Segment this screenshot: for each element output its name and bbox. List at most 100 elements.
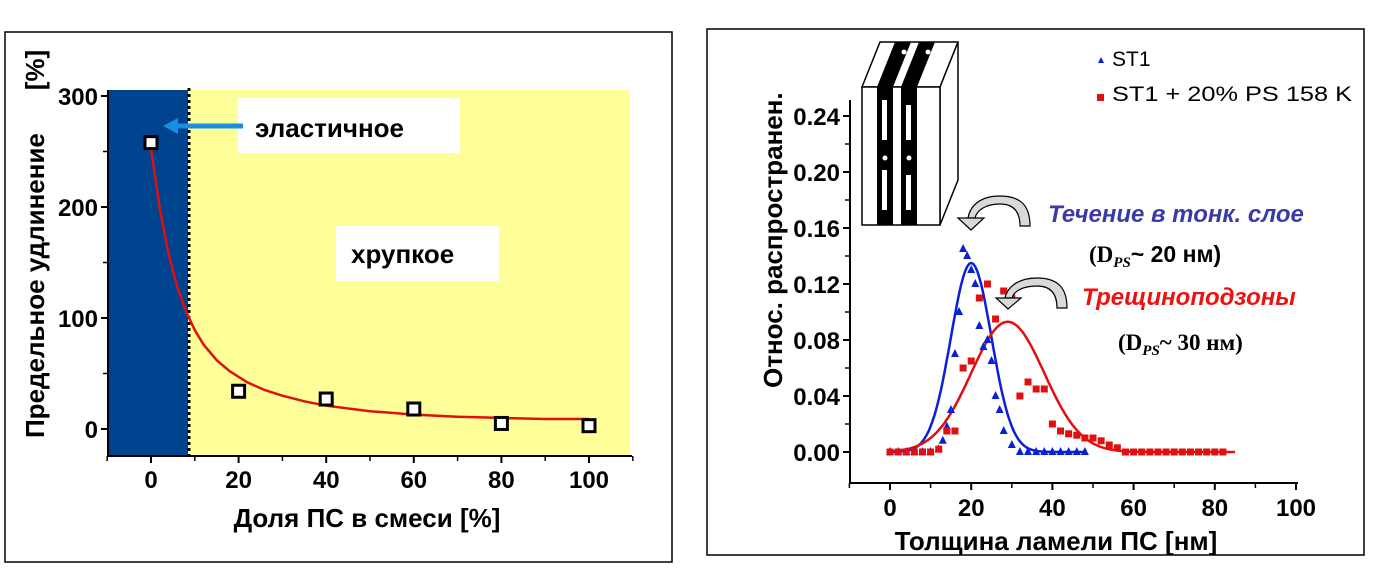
st1-point [946,405,955,413]
st1-ps-point [1097,437,1105,445]
st1-ps-point [1154,448,1162,456]
data-point [231,383,247,399]
x-tick-label: 60 [1120,495,1147,522]
data-point [406,401,422,417]
st1-point [1072,447,1081,455]
st1-ps-point [1162,448,1170,456]
st1-point [991,391,1000,399]
st1-ps-point [1170,448,1178,456]
st1-ps-point [1081,434,1089,442]
st1-point [959,244,968,252]
st1-ps-point [1121,448,1129,456]
legend-label-st1: ST1 [1112,48,1151,71]
st1-ps-point [894,448,902,456]
st1-ps-point [910,448,918,456]
x-tick-label: 40 [1039,495,1066,522]
data-point [143,135,159,151]
x-tick-label: 80 [488,467,515,494]
st1-point [979,342,988,350]
craze-label: Трещиноподзоны [1082,284,1296,311]
right-data-points [886,244,1227,456]
st1-ps-point [1219,448,1227,456]
legend-marker-st1 [1098,57,1104,63]
st1-ps-point [1186,448,1194,456]
st1-ps-point [1195,448,1203,456]
st1-ps-point [1211,448,1219,456]
legend-label-st1-ps: ST1 + 20% PS 158 K [1112,83,1352,106]
st1-ps-point [1016,392,1024,400]
right-ticks [843,115,1297,490]
st1-point [950,349,959,357]
st1-ps-point [1065,430,1073,438]
st1-ps-point [1203,448,1211,456]
st1-point [999,426,1008,434]
st1-point [938,435,947,444]
x-tick-label: 0 [883,495,896,522]
legend: ST1 ST1 + 20% PS 158 K [1097,48,1352,106]
st1-ps-point [1178,448,1186,456]
st1-ps-point [1032,385,1040,393]
st1-ps-point [918,448,926,456]
right-axes [849,100,1298,484]
st1-ps-point [1040,385,1048,393]
st1-point [955,307,964,315]
st1-ps-point [1073,431,1081,439]
y-tick-label: 0.12 [793,272,840,299]
st1-ps-point [1057,427,1065,435]
left-data-points [143,135,597,434]
st1-point [1040,447,1049,455]
st1-ps-point [951,427,959,435]
st1-point [1032,447,1041,455]
st1-ps-point [935,445,943,453]
left-y-axis-label: Предельное удлинение [20,133,50,438]
st1-ps-point [959,364,967,372]
st1-ps-point [975,294,983,302]
y-tick-label: 0.24 [793,104,840,131]
x-tick-label: 20 [225,467,252,494]
x-tick-label: 0 [144,467,157,494]
st1-ps-point [886,448,894,456]
st1-ps-point [967,357,975,365]
y-tick-label: 0.08 [793,328,840,355]
st1-point [983,335,992,343]
st1-point [987,356,996,364]
left-tick-labels: 0 20 40 60 80 100 0 100 200 300 [58,84,609,494]
data-point [493,415,509,431]
st1-point [995,405,1004,413]
flow-d-label: (DPS~ 20 нм) [1089,241,1221,271]
y-tick-label: 0.16 [793,216,840,243]
st1-point [971,279,980,287]
y-tick-label: 0.04 [793,384,840,411]
data-point [581,418,597,434]
st1-point [1080,447,1089,455]
st1-ps-point [902,448,910,456]
brittle-label-box [336,226,499,281]
left-y-axis-unit: [%] [20,50,50,90]
st1-point [963,251,972,259]
x-tick-label: 80 [1201,495,1228,522]
st1-ps-point [927,448,935,456]
flow-label: Течение в тонк. слое [1048,201,1304,228]
left-x-axis-label: Доля ПС в смеси [%] [234,503,501,533]
st1-ps-point [1113,444,1121,452]
elastic-arrow [163,118,243,134]
y-tick-label: 0.00 [793,440,840,467]
st1-point [1024,447,1033,455]
st1-point [1015,447,1024,455]
st1-point [1056,447,1065,455]
st1-ps-point [943,427,951,435]
craze-curved-arrow [994,277,1068,310]
y-tick-label: 300 [58,84,98,111]
st1-ps-point [1000,287,1008,295]
st1-ps-point [1138,448,1146,456]
x-tick-label: 100 [1276,495,1316,522]
left-ticks [101,95,634,463]
y-tick-label: 0 [85,417,98,444]
fit-curve [149,148,589,421]
st1-point [1007,440,1016,448]
elastic-label-box [238,98,460,153]
st1-point [1064,447,1073,455]
right-panel-frame [706,28,1365,556]
st1-ps-point [1048,420,1056,428]
